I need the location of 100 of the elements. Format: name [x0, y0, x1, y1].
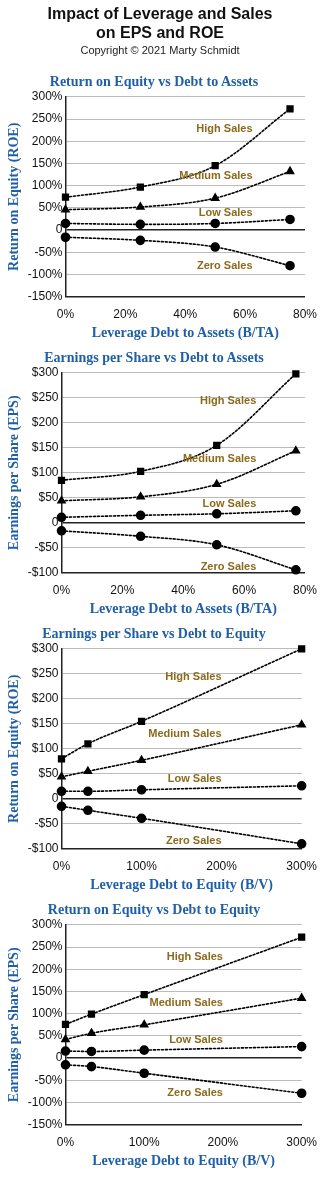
- point: [83, 766, 93, 775]
- point: [139, 1068, 150, 1079]
- y-tick-label: $300: [31, 641, 59, 656]
- y-axis-title: Earnings per Share (EPS): [6, 395, 23, 551]
- y-tick-label: $150: [31, 440, 59, 455]
- point: [139, 1045, 150, 1055]
- x-axis-title: Leverage Debt to Equity (B/V): [92, 1153, 276, 1170]
- y-tick-label: $250: [31, 390, 59, 405]
- y-tick-label: $50: [38, 490, 59, 505]
- point: [291, 565, 301, 575]
- x-tick-label: 100%: [126, 859, 158, 874]
- point: [86, 1046, 97, 1057]
- point: [210, 218, 220, 229]
- y-axis-title: Earnings per Share (EPS): [6, 947, 23, 1103]
- x-tick-label: 200%: [207, 1135, 239, 1150]
- point: [87, 1028, 96, 1037]
- y-tick-label: -100%: [27, 266, 63, 281]
- series-label: Zero Sales: [200, 559, 257, 572]
- text: Impact of Leverage and Sales on EPS and ROE: [46, 4, 274, 42]
- x-tick-label: 300%: [286, 1135, 318, 1150]
- y-tick-label: -$100: [27, 565, 59, 580]
- series-label: Zero Sales: [196, 258, 253, 271]
- x-tick-label: 200%: [206, 859, 238, 874]
- x-tick-label: 0%: [56, 307, 75, 322]
- point: [60, 218, 71, 229]
- y-tick-label: 100%: [31, 1006, 63, 1020]
- y-tick-label: 300%: [31, 89, 63, 104]
- y-tick-label: 0: [55, 1050, 63, 1065]
- x-tick-label: 0%: [52, 859, 71, 874]
- x-tick-label: 0%: [56, 1135, 75, 1150]
- point: [292, 370, 300, 378]
- x-tick-label: 40%: [171, 583, 196, 598]
- x-tick-label: 80%: [292, 583, 318, 598]
- series-label: Medium Sales: [149, 996, 223, 1008]
- x-tick-label: 60%: [233, 307, 258, 322]
- y-tick-label: $250: [31, 666, 59, 681]
- y-tick-label: $100: [31, 465, 59, 480]
- x-tick-label: 20%: [110, 583, 135, 598]
- series-label: Zero Sales: [165, 833, 222, 846]
- point: [139, 1020, 149, 1028]
- point: [298, 933, 306, 941]
- point: [86, 1061, 97, 1072]
- point: [297, 993, 306, 1001]
- y-tick-label: 250%: [31, 111, 63, 126]
- point: [210, 193, 220, 201]
- point: [57, 755, 66, 763]
- point: [136, 785, 147, 795]
- point: [213, 441, 221, 449]
- x-tick-label: 80%: [292, 307, 318, 322]
- point: [291, 446, 301, 454]
- point: [87, 1010, 96, 1018]
- point: [296, 1088, 307, 1099]
- point: [136, 813, 147, 824]
- point: [211, 540, 222, 550]
- chart-title: Earnings per Share vs Debt to Assets: [44, 350, 265, 366]
- point: [285, 214, 295, 225]
- x-tick-label: 20%: [113, 307, 138, 322]
- point: [56, 526, 67, 536]
- y-tick-label: $200: [31, 415, 59, 430]
- series-label: Zero Sales: [167, 1085, 223, 1098]
- x-tick-label: 300%: [286, 859, 318, 874]
- y-axis-title: Return on Equity (ROE): [6, 674, 23, 823]
- y-tick-label: 0: [51, 515, 59, 530]
- point: [298, 645, 306, 653]
- point: [140, 990, 148, 999]
- y-tick-label: 150%: [31, 983, 63, 998]
- point: [296, 839, 307, 849]
- point: [60, 1046, 71, 1056]
- y-tick-label: $150: [31, 716, 59, 731]
- point: [297, 720, 306, 728]
- x-axis-title: Leverage Debt to Equity (B/V): [90, 877, 274, 894]
- point: [136, 202, 145, 210]
- point: [135, 510, 146, 521]
- point: [56, 512, 67, 523]
- point: [210, 242, 220, 252]
- point: [137, 467, 145, 475]
- x-tick-label: 100%: [128, 1135, 160, 1150]
- y-tick-label: 0: [55, 222, 63, 237]
- point: [212, 479, 221, 488]
- point: [135, 235, 146, 246]
- x-tick-label: 40%: [173, 307, 198, 322]
- y-tick-label: 50%: [38, 1028, 63, 1043]
- point: [135, 219, 146, 230]
- point: [84, 740, 92, 748]
- point: [61, 1034, 70, 1043]
- y-tick-label: -$50: [34, 816, 59, 831]
- point: [60, 232, 71, 243]
- y-tick-label: 300%: [31, 917, 63, 932]
- point: [60, 1060, 71, 1070]
- y-tick-label: 200%: [31, 961, 63, 976]
- point: [61, 204, 70, 213]
- series-label: High Sales: [166, 950, 223, 963]
- y-tick-label: -150%: [27, 1117, 63, 1132]
- series-label: Medium Sales: [182, 452, 257, 465]
- point: [83, 786, 93, 797]
- y-tick-label: -100%: [27, 1094, 63, 1109]
- series-label: Medium Sales: [148, 727, 222, 740]
- point: [296, 781, 307, 791]
- point: [57, 772, 66, 780]
- series-label: Low Sales: [198, 206, 253, 218]
